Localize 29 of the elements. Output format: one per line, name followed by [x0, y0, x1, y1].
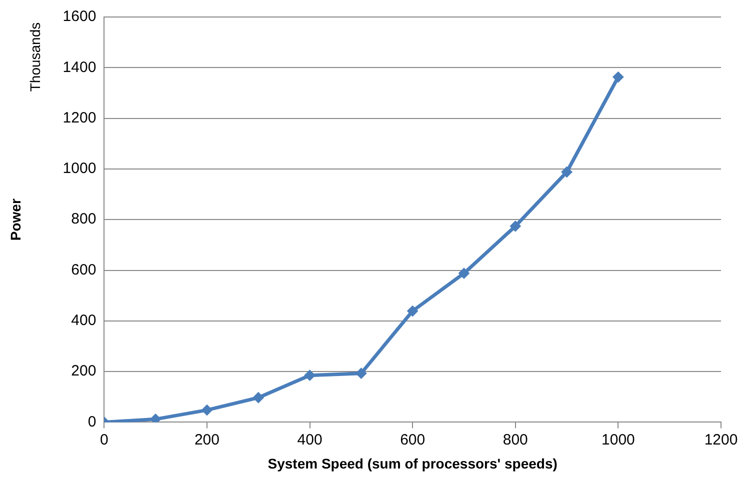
x-tick-label: 600 [400, 431, 426, 448]
x-axis-title: System Speed (sum of processors' speeds) [268, 455, 558, 472]
y-tick-label: 1600 [62, 8, 96, 26]
x-tick-label: 0 [100, 431, 108, 448]
y-tick-label: 600 [71, 261, 96, 278]
point [252, 392, 264, 404]
y-tick-label: 0 [88, 413, 96, 430]
point [561, 166, 572, 178]
point [150, 414, 162, 422]
y-tick-label: 1000 [62, 160, 96, 178]
y-tick-label: 1400 [62, 58, 96, 76]
point [304, 370, 316, 381]
x-tick-label: 1000 [602, 431, 635, 448]
x-tick-label: 1200 [704, 431, 738, 448]
y-axis-title: Power [7, 198, 24, 241]
point [458, 268, 470, 279]
text: Thousands [27, 22, 44, 92]
x-tick-label: 800 [502, 431, 528, 448]
y-tick-label: 200 [71, 362, 96, 380]
point [201, 404, 212, 416]
y-tick-label: 400 [71, 312, 96, 330]
x-tick-label: 200 [194, 431, 220, 448]
y-tick-label: 1200 [62, 109, 96, 126]
point [407, 306, 418, 317]
point [356, 368, 367, 379]
point [612, 72, 624, 83]
y-tick-label: 800 [71, 210, 96, 228]
point [510, 220, 521, 232]
x-tick-label: 400 [297, 431, 322, 448]
